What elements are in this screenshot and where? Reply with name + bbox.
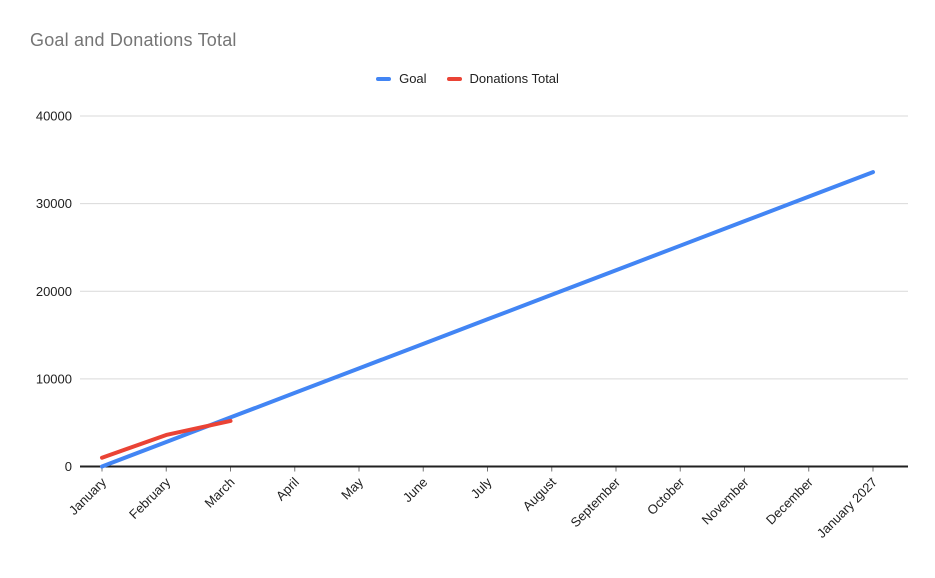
legend-label-donations-total: Donations Total bbox=[469, 71, 559, 86]
legend-item-donations-total[interactable]: Donations Total bbox=[446, 71, 559, 86]
x-axis-label-7: August bbox=[520, 474, 559, 513]
x-axis-label-12: January 2027 bbox=[814, 475, 880, 541]
donations-total-line-series bbox=[100, 418, 233, 460]
x-axis-label-0: January bbox=[66, 474, 110, 518]
goal-series-swatch-icon bbox=[376, 76, 392, 81]
donations-total-series-swatch-icon bbox=[446, 76, 462, 81]
x-axis-label-9: October bbox=[644, 474, 688, 518]
x-axis-label-5: June bbox=[400, 475, 431, 506]
x-axis-label-10: November bbox=[699, 474, 752, 527]
x-axis-label-2: March bbox=[201, 475, 237, 511]
legend-label-goal: Goal bbox=[399, 71, 427, 86]
y-axis-tick-label-40000: 40000 bbox=[36, 109, 72, 124]
x-axis-label-11: December bbox=[763, 474, 816, 527]
legend-item-goal[interactable]: Goal bbox=[376, 71, 427, 86]
x-axis-label-1: February bbox=[126, 474, 174, 522]
chart-title: Goal and Donations Total bbox=[30, 30, 237, 50]
y-axis-tick-label-0: 0 bbox=[65, 459, 72, 474]
x-axis-label-3: April bbox=[273, 474, 302, 503]
chart-legend: Goal Donations Total bbox=[0, 71, 935, 86]
x-axis-label-8: September bbox=[568, 474, 624, 530]
y-axis-tick-label-10000: 10000 bbox=[36, 371, 72, 386]
y-axis-tick-label-30000: 30000 bbox=[36, 196, 72, 211]
goal-line-series bbox=[100, 170, 875, 469]
x-axis-label-4: May bbox=[338, 474, 366, 502]
y-axis-tick-label-20000: 20000 bbox=[36, 284, 72, 299]
x-axis-label-6: July bbox=[468, 474, 495, 501]
